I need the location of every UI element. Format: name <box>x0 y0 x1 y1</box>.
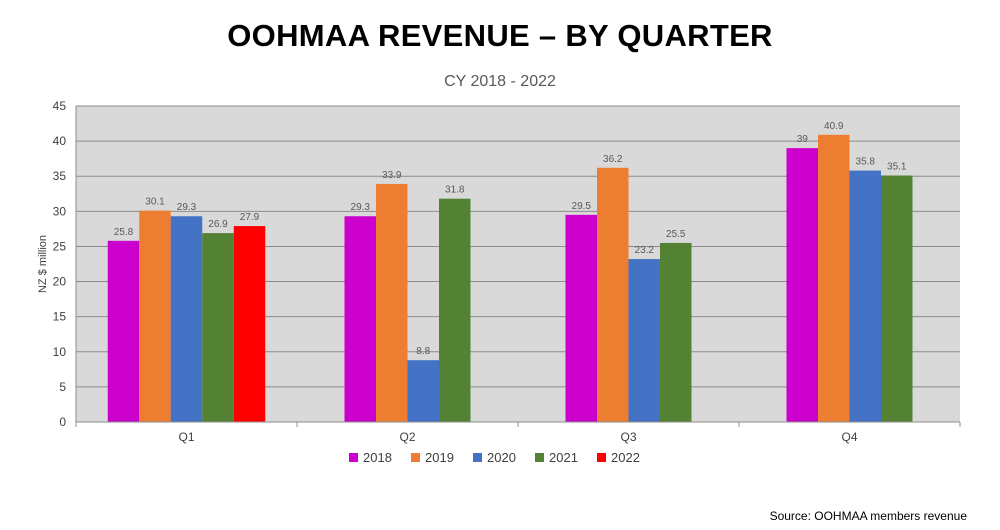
x-tick-label: Q1 <box>178 430 194 444</box>
bars-group <box>107 134 913 422</box>
data-label: 33.9 <box>382 170 402 181</box>
y-tick-label: 0 <box>59 415 66 429</box>
y-axis-title: NZ $ million <box>37 235 49 293</box>
data-label: 25.5 <box>666 229 686 240</box>
y-tick-label: 25 <box>53 239 67 253</box>
data-label: 36.2 <box>603 154 623 165</box>
data-label: 27.9 <box>240 212 260 223</box>
data-label: 35.8 <box>856 157 876 168</box>
legend-swatch <box>349 453 358 462</box>
bar <box>202 233 234 422</box>
x-tick-label: Q4 <box>841 430 857 444</box>
data-label: 29.5 <box>572 201 592 212</box>
data-label: 26.9 <box>208 219 228 230</box>
legend-label: 2022 <box>611 450 640 465</box>
data-label: 30.1 <box>145 197 165 208</box>
y-tick-label: 35 <box>53 169 67 183</box>
bar <box>439 198 471 422</box>
y-tick-label: 10 <box>53 345 67 359</box>
bar <box>565 214 597 422</box>
bar <box>818 134 850 422</box>
bar <box>233 226 266 422</box>
bar <box>107 240 140 422</box>
legend-swatch <box>597 453 606 462</box>
data-labels-group: 25.8 30.1 29.3 26.9 27.9 29.3 33.9 8.8 31.8 29.5 3… <box>114 121 907 357</box>
y-tick-label: 30 <box>53 204 67 218</box>
data-label: 35.1 <box>887 162 907 173</box>
y-tick-label: 40 <box>53 134 67 148</box>
bar <box>849 170 881 422</box>
legend: 2018 2019 2020 2021 2022 <box>349 450 640 465</box>
data-label: 39 <box>797 134 809 145</box>
legend-label: 2021 <box>549 450 578 465</box>
chart-title: OOHMAA REVENUE – BY QUARTER <box>227 18 773 53</box>
data-label: 25.8 <box>114 227 134 238</box>
bar <box>376 183 408 422</box>
y-tick-label: 5 <box>59 380 66 394</box>
x-tick-label: Q3 <box>620 430 636 444</box>
legend-swatch <box>473 453 482 462</box>
axes-group: 0 5 10 15 20 25 30 35 40 45 NZ $ million Q1 Q2 Q3 Q4 <box>37 99 961 444</box>
bar <box>881 175 913 422</box>
data-label: 8.8 <box>416 346 430 357</box>
legend-swatch <box>411 453 420 462</box>
data-label: 23.2 <box>635 245 655 256</box>
legend-label: 2019 <box>425 450 454 465</box>
data-label: 29.3 <box>177 202 197 213</box>
x-tick-label: Q2 <box>399 430 415 444</box>
bar <box>660 242 692 422</box>
bar <box>786 148 818 422</box>
bar <box>597 167 629 422</box>
data-label: 29.3 <box>351 202 371 213</box>
bar <box>344 216 376 422</box>
legend-label: 2018 <box>363 450 392 465</box>
data-label: 40.9 <box>824 121 844 132</box>
source-note: Source: OOHMAA members revenue <box>769 509 967 523</box>
bar <box>407 360 439 422</box>
data-label: 31.8 <box>445 185 465 196</box>
y-tick-label: 15 <box>53 310 67 324</box>
y-tick-label: 45 <box>53 99 67 113</box>
bar <box>628 259 660 422</box>
legend-swatch <box>535 453 544 462</box>
y-tick-label: 20 <box>53 275 67 289</box>
chart-subtitle: CY 2018 - 2022 <box>444 73 556 90</box>
legend-label: 2020 <box>487 450 516 465</box>
bar <box>170 216 203 422</box>
bar <box>139 210 171 422</box>
